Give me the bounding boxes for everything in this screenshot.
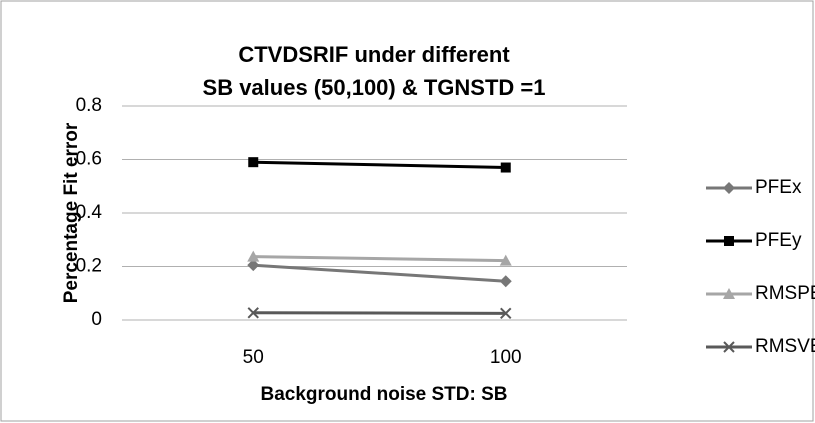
legend-label: PFEy xyxy=(755,230,802,251)
y-tick-label: 0.2 xyxy=(76,256,102,277)
y-tick-label: 0.6 xyxy=(76,149,102,170)
y-tick-label: 0.8 xyxy=(76,95,102,116)
marker xyxy=(247,250,260,262)
marker xyxy=(499,254,512,266)
line xyxy=(253,160,506,170)
line xyxy=(253,311,506,315)
legend-marker xyxy=(724,236,734,246)
marker xyxy=(248,157,259,168)
line xyxy=(253,263,506,283)
chart-title: SB values (50,100) & TGNSTD =1 xyxy=(203,75,546,100)
y-tick-label: 0.4 xyxy=(76,202,103,223)
y-axis-title: Percentage Fit error xyxy=(61,122,82,303)
marker xyxy=(247,259,260,272)
legend-marker xyxy=(723,288,735,299)
chart-title: CTVDSRIF under different xyxy=(238,42,510,67)
line xyxy=(253,255,506,263)
y-tick-label: 0 xyxy=(91,309,102,330)
legend-label: PFEx xyxy=(755,177,802,198)
marker xyxy=(499,275,512,288)
x-tick-label: 50 xyxy=(243,347,264,368)
marker xyxy=(500,307,512,320)
legend-label: RMSVE xyxy=(755,336,815,357)
x-axis-title: Background noise STD: SB xyxy=(260,384,507,405)
legend-marker xyxy=(723,182,735,194)
legend-marker xyxy=(723,341,735,353)
marker xyxy=(500,162,511,173)
legend-label: RMSPE xyxy=(755,283,815,304)
marker xyxy=(247,307,259,319)
x-tick-label: 100 xyxy=(490,347,522,368)
